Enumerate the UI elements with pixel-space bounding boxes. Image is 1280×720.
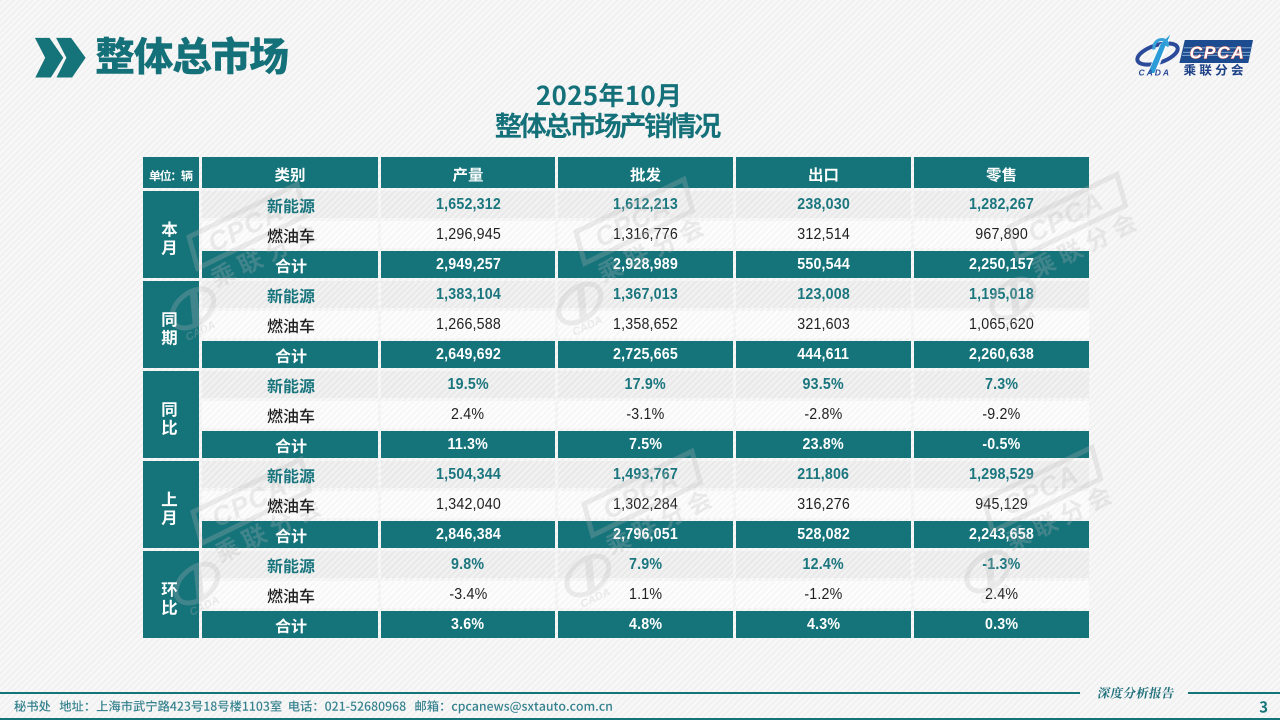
svg-text:CPCA: CPCA — [1190, 43, 1246, 63]
svg-text:CADA: CADA — [1139, 68, 1172, 78]
